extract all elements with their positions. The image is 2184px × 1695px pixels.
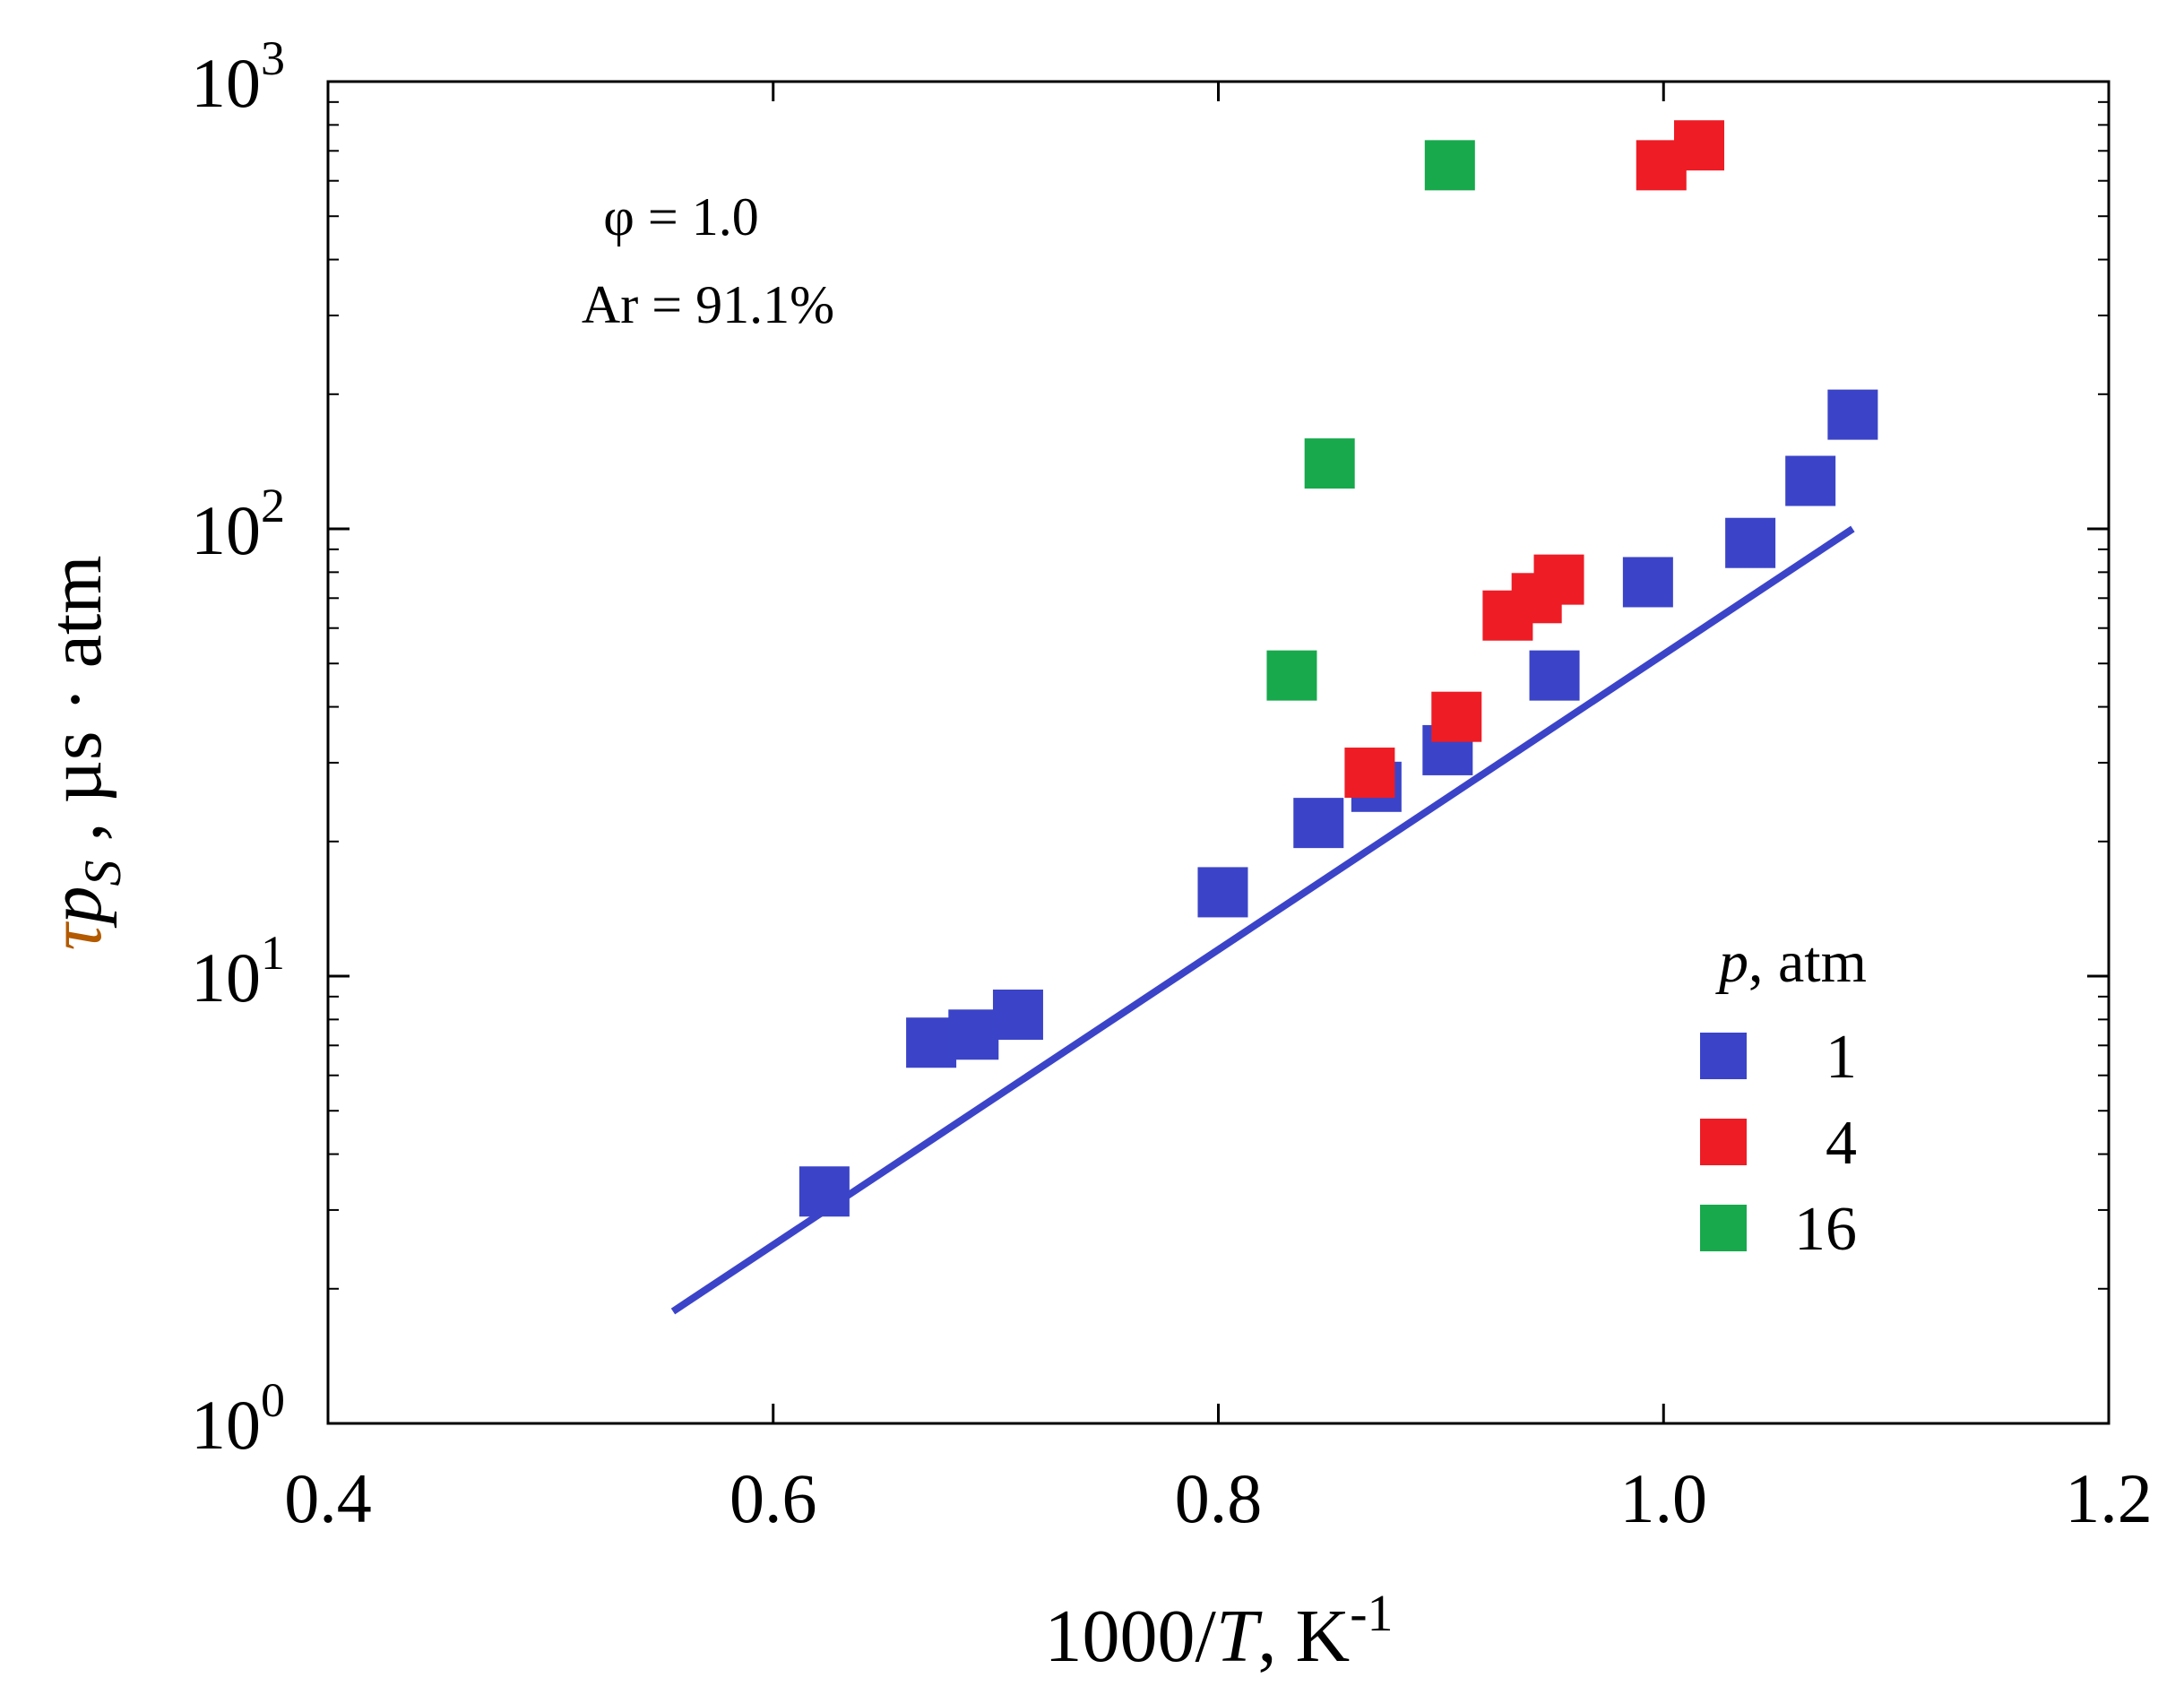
y-tick-exponent: 1 bbox=[261, 926, 285, 980]
legend-title-unit: , atm bbox=[1748, 930, 1867, 995]
legend: p, atm 1 4 16 bbox=[1700, 930, 1867, 1264]
x-tick-label: 0.4 bbox=[284, 1459, 372, 1537]
fit-line-group bbox=[670, 525, 1855, 1315]
data-point-p1 bbox=[1529, 650, 1580, 701]
data-point-p4 bbox=[1431, 691, 1482, 742]
data-point-p1 bbox=[906, 1017, 957, 1068]
y-axis-label-tau: τ bbox=[34, 921, 117, 951]
annotation-ar: Ar = 91.1% bbox=[582, 275, 834, 334]
legend-swatch-p1 bbox=[1700, 1033, 1747, 1079]
x-tick-label: 0.8 bbox=[1175, 1459, 1263, 1537]
annotation: φ = 1.0 Ar = 91.1% bbox=[582, 187, 834, 334]
data-point-p1 bbox=[1827, 389, 1878, 440]
x-tick-label: 1.0 bbox=[1620, 1459, 1708, 1537]
data-point-p16 bbox=[1266, 650, 1317, 701]
data-point-p16 bbox=[1304, 438, 1355, 489]
data-point-p16 bbox=[1424, 140, 1475, 191]
y-tick-exponent: 0 bbox=[261, 1373, 285, 1427]
y-tick-base: 10 bbox=[191, 1386, 261, 1464]
x-axis-label: 1000/T, K-1 bbox=[1044, 1584, 1393, 1678]
x-axis-label-unit: , K bbox=[1258, 1595, 1351, 1678]
annotation-phi: φ = 1.0 bbox=[603, 187, 758, 246]
data-point-p4 bbox=[1533, 554, 1584, 605]
data-points bbox=[798, 120, 1878, 1217]
y-tick-base: 10 bbox=[191, 44, 261, 122]
data-point-p1 bbox=[1725, 517, 1776, 568]
axis-labels: 1000/T, K-1 τpS , µs · atm bbox=[34, 555, 1394, 1678]
data-point-p1 bbox=[1293, 798, 1344, 849]
x-axis-label-exp: -1 bbox=[1350, 1584, 1393, 1642]
y-tick-base: 10 bbox=[191, 938, 261, 1016]
data-point-p4 bbox=[1344, 748, 1395, 799]
data-point-p4 bbox=[1673, 120, 1724, 171]
x-tick-label: 0.6 bbox=[729, 1459, 817, 1537]
x-axis-label-main: 1000/ bbox=[1044, 1595, 1216, 1678]
data-point-p1 bbox=[992, 990, 1043, 1041]
legend-label-p16: 16 bbox=[1794, 1195, 1857, 1264]
data-point-p1 bbox=[1785, 455, 1836, 506]
y-axis-label: τpS , µs · atm bbox=[34, 555, 132, 950]
legend-label-p4: 4 bbox=[1826, 1109, 1857, 1178]
y-tick-label: 101 bbox=[191, 926, 285, 1016]
y-axis-label-unit: µs · atm bbox=[34, 555, 117, 822]
y-tick-exponent: 3 bbox=[261, 31, 285, 85]
y-tick-base: 10 bbox=[191, 491, 261, 569]
data-point-p1 bbox=[948, 1009, 999, 1060]
y-tick-label: 100 bbox=[191, 1373, 285, 1464]
legend-label-p1: 1 bbox=[1826, 1023, 1857, 1092]
fit-line bbox=[670, 525, 1855, 1315]
y-axis-label-sub: S bbox=[73, 860, 132, 886]
legend-swatch-p4 bbox=[1700, 1119, 1747, 1165]
y-axis-label-sep: , bbox=[34, 822, 117, 860]
y-tick-exponent: 2 bbox=[261, 479, 285, 532]
x-tick-label: 1.2 bbox=[2065, 1459, 2153, 1537]
data-point-p1 bbox=[1197, 867, 1248, 918]
data-point-p1 bbox=[1622, 557, 1673, 608]
x-axis-label-var: T bbox=[1216, 1595, 1263, 1678]
data-point-p1 bbox=[798, 1166, 850, 1217]
y-tick-label: 103 bbox=[191, 31, 285, 122]
legend-title-var: p bbox=[1715, 930, 1748, 995]
y-tick-label: 102 bbox=[191, 479, 285, 569]
legend-swatch-p16 bbox=[1700, 1205, 1747, 1251]
y-axis-label-p: p bbox=[34, 886, 117, 928]
legend-title: p, atm bbox=[1715, 930, 1867, 995]
